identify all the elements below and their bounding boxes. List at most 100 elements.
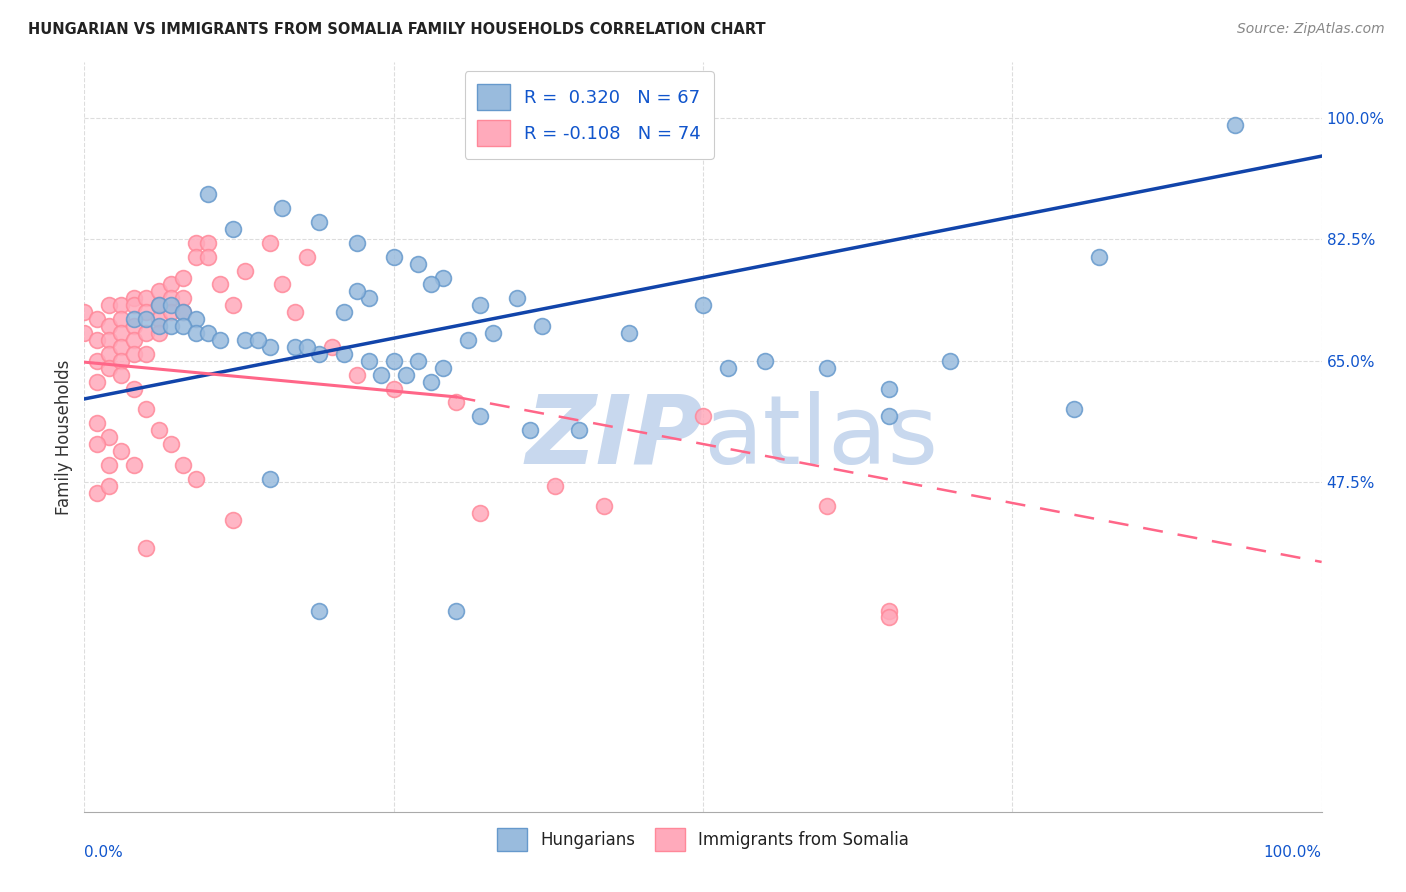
Point xyxy=(122,333,145,347)
Point xyxy=(815,360,838,375)
Point xyxy=(581,111,603,125)
Point xyxy=(419,277,441,292)
Point xyxy=(481,326,503,340)
Point xyxy=(122,458,145,472)
Point xyxy=(86,353,108,368)
Point xyxy=(73,305,96,319)
Point xyxy=(395,368,418,382)
Point xyxy=(148,298,170,312)
Point xyxy=(470,298,492,312)
Point xyxy=(184,472,207,486)
Point xyxy=(98,333,121,347)
Point xyxy=(692,409,714,424)
Point xyxy=(333,305,356,319)
Point xyxy=(555,138,578,153)
Point xyxy=(172,291,194,305)
Point xyxy=(692,298,714,312)
Point xyxy=(1223,118,1246,132)
Point xyxy=(160,277,183,292)
Point xyxy=(470,507,492,521)
Point xyxy=(717,360,740,375)
Point xyxy=(222,513,245,527)
Point xyxy=(271,201,294,215)
Point xyxy=(160,305,183,319)
Point xyxy=(382,382,405,396)
Point xyxy=(259,340,281,354)
Point xyxy=(148,285,170,299)
Point xyxy=(122,382,145,396)
Point xyxy=(160,319,183,334)
Point xyxy=(73,326,96,340)
Point xyxy=(346,285,368,299)
Point xyxy=(184,250,207,264)
Point xyxy=(98,458,121,472)
Point xyxy=(617,326,640,340)
Point xyxy=(172,305,194,319)
Text: 0.0%: 0.0% xyxy=(84,846,124,861)
Point xyxy=(444,603,467,617)
Point xyxy=(148,298,170,312)
Point xyxy=(543,111,565,125)
Point xyxy=(605,118,627,132)
Point xyxy=(98,347,121,361)
Point xyxy=(877,610,900,624)
Point xyxy=(98,478,121,492)
Point xyxy=(568,111,591,125)
Point xyxy=(408,353,430,368)
Point xyxy=(160,291,183,305)
Point xyxy=(321,340,343,354)
Point xyxy=(135,347,157,361)
Point xyxy=(370,368,392,382)
Point xyxy=(308,603,330,617)
Point xyxy=(233,333,256,347)
Point xyxy=(184,312,207,326)
Point xyxy=(160,298,183,312)
Point xyxy=(148,319,170,334)
Point xyxy=(1063,402,1085,417)
Point xyxy=(593,500,616,514)
Point xyxy=(877,409,900,424)
Point xyxy=(444,395,467,409)
Point xyxy=(333,347,356,361)
Point xyxy=(184,326,207,340)
Point xyxy=(209,277,232,292)
Point xyxy=(506,291,529,305)
Point xyxy=(815,500,838,514)
Point xyxy=(209,333,232,347)
Point xyxy=(135,291,157,305)
Point xyxy=(295,340,318,354)
Point xyxy=(457,333,479,347)
Point xyxy=(110,312,132,326)
Point xyxy=(98,360,121,375)
Point xyxy=(160,437,183,451)
Point xyxy=(222,222,245,236)
Point xyxy=(246,333,269,347)
Point xyxy=(382,353,405,368)
Point xyxy=(110,444,132,458)
Point xyxy=(98,430,121,444)
Point xyxy=(135,305,157,319)
Point xyxy=(110,326,132,340)
Point xyxy=(86,437,108,451)
Point xyxy=(135,326,157,340)
Point xyxy=(172,458,194,472)
Point xyxy=(432,270,454,285)
Point xyxy=(86,416,108,430)
Text: atlas: atlas xyxy=(703,391,938,483)
Point xyxy=(197,235,219,250)
Legend: Hungarians, Immigrants from Somalia: Hungarians, Immigrants from Somalia xyxy=(488,820,918,860)
Point xyxy=(122,347,145,361)
Point xyxy=(135,312,157,326)
Point xyxy=(122,312,145,326)
Point xyxy=(197,250,219,264)
Point xyxy=(432,360,454,375)
Point xyxy=(110,353,132,368)
Text: 100.0%: 100.0% xyxy=(1264,846,1322,861)
Point xyxy=(877,382,900,396)
Point xyxy=(122,298,145,312)
Text: HUNGARIAN VS IMMIGRANTS FROM SOMALIA FAMILY HOUSEHOLDS CORRELATION CHART: HUNGARIAN VS IMMIGRANTS FROM SOMALIA FAM… xyxy=(28,22,766,37)
Point xyxy=(148,326,170,340)
Point xyxy=(98,298,121,312)
Point xyxy=(148,423,170,437)
Point xyxy=(408,257,430,271)
